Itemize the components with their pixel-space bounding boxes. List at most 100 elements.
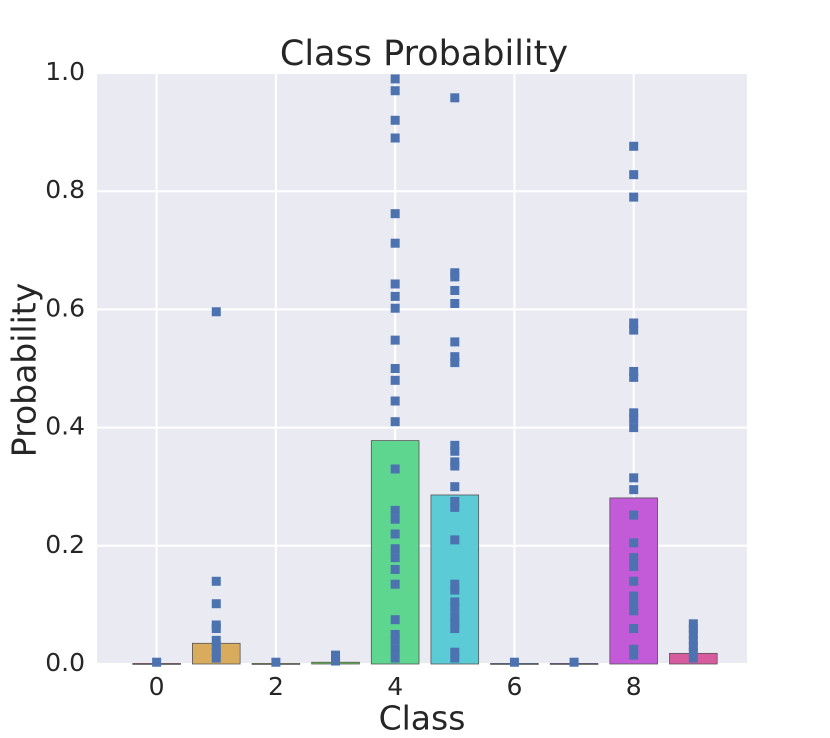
scatter-point xyxy=(569,657,579,667)
scatter-point xyxy=(450,446,460,456)
scatter-point xyxy=(629,408,639,418)
scatter-point xyxy=(390,564,400,574)
scatter-point xyxy=(390,579,400,589)
scatter-point xyxy=(450,647,460,657)
scatter-point xyxy=(450,285,460,295)
scatter-point xyxy=(390,335,400,345)
scatter-point xyxy=(629,485,639,495)
scatter-point xyxy=(629,192,639,202)
scatter-point xyxy=(688,653,698,663)
chart-title: Class Probability xyxy=(280,34,568,74)
scatter-point xyxy=(390,629,400,639)
scatter-point xyxy=(629,325,639,335)
scatter-point xyxy=(629,606,639,616)
scatter-point xyxy=(509,657,519,667)
scatter-point xyxy=(629,510,639,520)
scatter-point xyxy=(331,656,341,666)
scatter-point xyxy=(390,464,400,474)
scatter-point xyxy=(211,599,221,609)
y-tick-label: 0.6 xyxy=(45,293,85,322)
scatter-point xyxy=(450,461,460,471)
scatter-point xyxy=(450,579,460,589)
scatter-point xyxy=(271,657,281,667)
scatter-point xyxy=(450,358,460,368)
scatter-point xyxy=(688,647,698,657)
scatter-point xyxy=(211,653,221,663)
scatter-point xyxy=(688,635,698,645)
scatter-point xyxy=(211,641,221,651)
scatter-point xyxy=(629,423,639,433)
scatter-point xyxy=(390,653,400,663)
scatter-point xyxy=(390,74,400,84)
scatter-point xyxy=(390,417,400,427)
scatter-point xyxy=(390,644,400,654)
scatter-point xyxy=(211,576,221,586)
x-tick-label: 8 xyxy=(626,672,642,701)
scatter-point xyxy=(390,364,400,373)
y-axis-label: Probability xyxy=(5,283,44,457)
scatter-point xyxy=(629,318,639,328)
x-tick-label: 4 xyxy=(387,672,403,701)
scatter-point xyxy=(450,653,460,663)
scatter-point xyxy=(450,502,460,512)
scatter-point xyxy=(450,93,460,103)
scatter-point xyxy=(390,303,400,313)
scatter-point xyxy=(211,624,221,634)
scatter-point xyxy=(390,86,400,96)
scatter-point xyxy=(390,635,400,645)
scatter-point xyxy=(450,603,460,613)
scatter-point xyxy=(450,585,460,595)
scatter-point xyxy=(450,496,460,506)
x-tick-label: 0 xyxy=(149,672,165,701)
scatter-point xyxy=(390,209,400,219)
y-tick-label: 0.4 xyxy=(45,412,85,441)
scatter-point xyxy=(390,505,400,515)
y-tick-label: 0.8 xyxy=(45,175,85,204)
scatter-point xyxy=(629,553,639,563)
scatter-point xyxy=(390,553,400,563)
x-tick-label: 6 xyxy=(506,672,522,701)
scatter-point xyxy=(450,612,460,622)
scatter-point xyxy=(390,238,400,248)
scatter-point xyxy=(629,644,639,654)
y-tick-label: 0.0 xyxy=(45,648,85,677)
scatter-point xyxy=(450,440,460,450)
scatter-point xyxy=(629,473,639,483)
scatter-point xyxy=(390,544,400,554)
scatter-point xyxy=(688,641,698,651)
scatter-point xyxy=(629,591,639,601)
scatter-point xyxy=(390,396,400,406)
scatter-point xyxy=(450,298,460,308)
scatter-point xyxy=(450,624,460,634)
scatter-point xyxy=(211,647,221,657)
scatter-point xyxy=(390,615,400,625)
y-tick-label: 1.0 xyxy=(45,57,85,86)
scatter-point xyxy=(152,657,162,667)
scatter-point xyxy=(629,372,639,382)
x-axis-label: Class xyxy=(379,699,466,738)
scatter-point xyxy=(450,597,460,607)
scatter-point xyxy=(629,538,639,548)
scatter-point xyxy=(390,375,400,385)
scatter-point xyxy=(450,352,460,362)
scatter-point xyxy=(390,529,400,539)
scatter-point xyxy=(450,482,460,492)
scatter-point xyxy=(629,366,639,376)
scatter-point xyxy=(688,624,698,634)
x-tick-label: 2 xyxy=(268,672,284,701)
scatter-point xyxy=(629,170,639,180)
scatter-point xyxy=(629,561,639,571)
scatter-point xyxy=(629,600,639,610)
scatter-point xyxy=(211,635,221,645)
scatter-point xyxy=(390,279,400,289)
scatter-point xyxy=(450,535,460,545)
scatter-point xyxy=(211,307,221,317)
scatter-point xyxy=(629,414,639,424)
scatter-point xyxy=(450,618,460,628)
scatter-point xyxy=(390,115,400,125)
scatter-point xyxy=(390,133,400,143)
bar xyxy=(430,494,480,665)
y-tick-label: 0.2 xyxy=(45,530,85,559)
scatter-point xyxy=(629,576,639,586)
